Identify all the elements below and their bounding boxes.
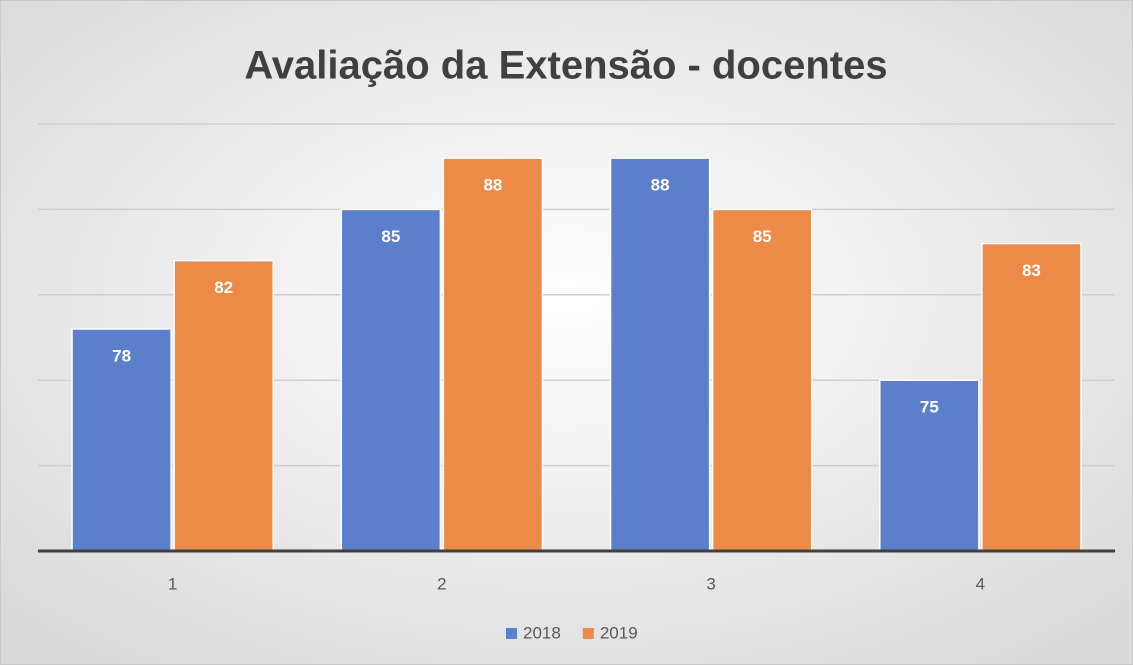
data-label: 85 [753,227,772,246]
legend-swatch [506,628,517,639]
bar [71,328,172,552]
x-tick-label: 4 [976,574,985,593]
chart-title: Avaliação da Extensão - docentes [244,44,887,88]
x-tick-label: 3 [706,574,715,593]
bar [173,259,274,552]
x-tick-label: 2 [437,574,446,593]
bar [609,157,711,552]
legend-label: 2018 [523,623,561,642]
bar [340,208,442,552]
bar [442,157,544,552]
bar [879,379,980,552]
data-label: 83 [1022,261,1041,280]
data-label: 88 [483,176,502,195]
data-label: 75 [920,398,939,417]
data-label: 88 [651,176,670,195]
data-label: 85 [381,227,400,246]
bar [981,242,1082,552]
data-label: 82 [214,278,233,297]
x-tick-label: 1 [168,574,177,593]
data-label: 78 [112,346,131,365]
legend-swatch [582,628,594,639]
legend-label: 2019 [600,623,638,642]
bar [711,208,813,552]
